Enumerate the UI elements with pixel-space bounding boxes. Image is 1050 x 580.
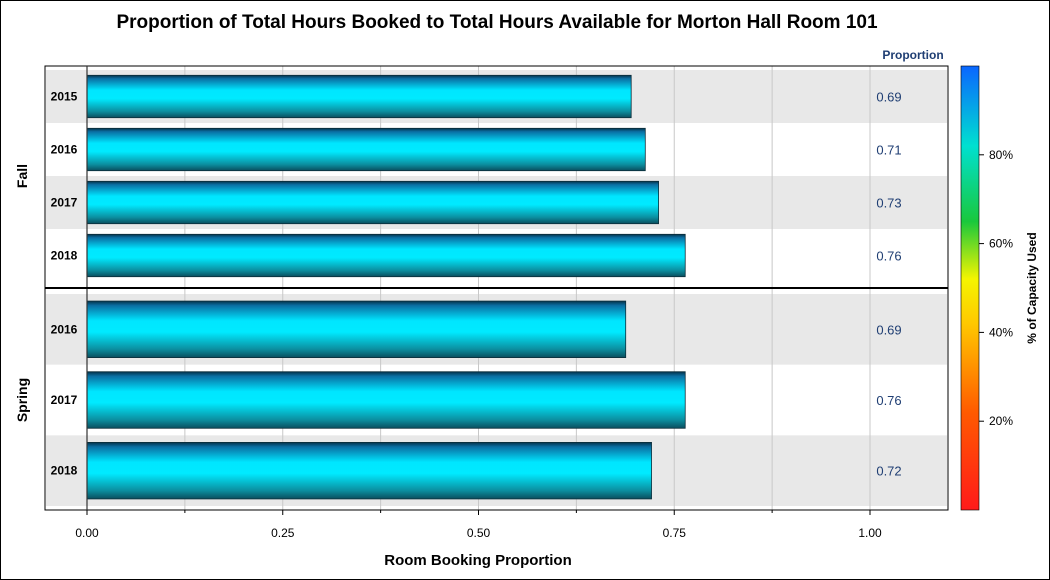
category-label: 2017 [51,393,78,407]
bars [86,74,686,500]
group-label: Spring [14,378,30,422]
x-tick-label: 1.00 [858,526,882,540]
group-labels: Fall Spring [14,164,30,422]
category-label: 2016 [51,143,78,157]
category-label: 2016 [51,322,78,336]
value-label: 0.73 [876,196,901,211]
category-labels: 2015 2016 2017 2018 2016 2017 2018 [51,90,78,478]
x-axis-ticks: 0.00 0.25 0.50 0.75 1.00 [75,510,882,540]
bar [86,441,652,500]
legend-tick-label: 40% [989,325,1013,339]
x-tick-label: 0.75 [663,526,687,540]
chart-title: Proportion of Total Hours Booked to Tota… [116,12,878,33]
bar [86,371,686,429]
category-label: 2018 [51,464,78,478]
legend-tick-label: 20% [989,414,1013,428]
bar [86,127,646,172]
legend-tick-label: 80% [989,148,1013,162]
group-label: Fall [14,164,30,188]
category-label: 2017 [51,196,78,210]
bar [86,300,627,359]
value-label: 0.72 [876,464,901,479]
color-legend-ramp [960,65,980,511]
legend-tick-label: 60% [989,237,1013,251]
value-column-title: Proportion [882,48,943,62]
value-label: 0.76 [876,249,901,264]
value-label: 0.69 [876,322,901,337]
x-tick-label: 0.00 [75,526,99,540]
x-tick-label: 0.50 [467,526,491,540]
color-legend-label: % of Capacity Used [1025,232,1039,343]
x-tick-label: 0.25 [271,526,295,540]
category-label: 2015 [51,90,78,104]
bar [86,74,632,119]
axes [44,65,949,511]
value-label: 0.76 [876,393,901,408]
value-label: 0.69 [876,90,901,105]
bar [86,233,686,278]
value-labels: 0.69 0.71 0.73 0.76 0.69 0.76 0.72 [876,90,901,479]
bar [86,180,659,225]
color-legend: 20% 40% 60% 80% % of Capacity Used [960,65,1039,511]
value-label: 0.71 [876,143,901,158]
category-label: 2018 [51,249,78,263]
x-axis-label: Room Booking Proportion [384,552,571,569]
